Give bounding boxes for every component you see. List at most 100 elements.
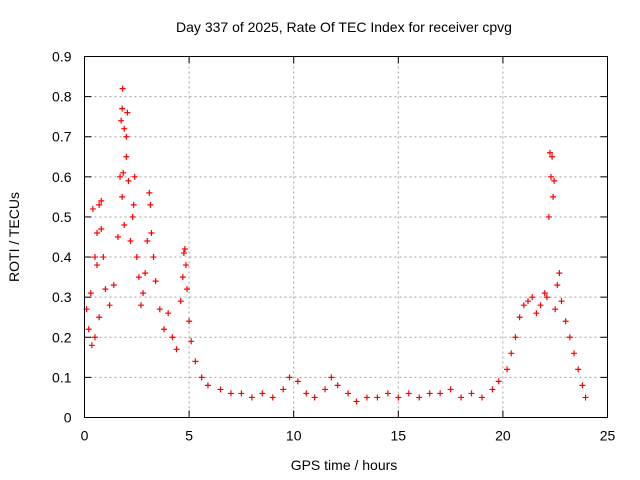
- data-point: [119, 193, 126, 200]
- x-axis-label: GPS time / hours: [291, 457, 398, 473]
- plot-frame: [84, 56, 608, 418]
- x-tick-label: 15: [391, 428, 407, 444]
- data-point: [550, 193, 557, 200]
- data-point: [85, 326, 92, 333]
- x-tick-label: 10: [286, 428, 302, 444]
- grid-lines: [84, 56, 608, 418]
- data-point: [543, 294, 550, 301]
- data-point: [468, 390, 475, 397]
- y-tick-label: 0.6: [52, 169, 72, 185]
- data-point: [156, 306, 163, 313]
- y-tick-label: 0.2: [52, 329, 72, 345]
- data-point: [177, 298, 184, 305]
- data-point: [114, 234, 121, 240]
- data-point: [135, 274, 142, 281]
- data-point: [269, 394, 276, 401]
- data-point: [529, 294, 536, 301]
- data-point: [98, 197, 105, 204]
- data-point: [395, 394, 402, 401]
- data-point: [121, 221, 128, 228]
- data-point: [345, 390, 352, 397]
- data-point: [184, 286, 191, 293]
- y-tick-label: 0.5: [52, 209, 72, 225]
- data-point: [571, 350, 578, 357]
- y-tick-label: 0: [64, 410, 72, 426]
- data-point: [100, 254, 107, 261]
- axis-ticks: 0 5 10 15 20 25 0 0.1 0.2 0.3 0.4 0.5 0.6 0.7 0.8 0.9: [52, 49, 615, 444]
- data-point: [181, 246, 188, 253]
- y-tick-label: 0.9: [52, 49, 72, 65]
- data-point: [147, 201, 154, 208]
- data-point: [98, 225, 105, 232]
- data-point: [131, 173, 138, 180]
- data-point: [525, 298, 532, 305]
- data-point: [286, 374, 293, 381]
- data-point: [146, 189, 153, 196]
- data-point: [118, 117, 125, 124]
- data-point: [169, 334, 176, 341]
- data-point: [546, 149, 553, 156]
- data-point: [447, 386, 454, 393]
- data-point: [127, 238, 134, 245]
- chart-title: Day 337 of 2025, Rate Of TEC Index for r…: [176, 19, 512, 35]
- data-point: [495, 378, 502, 385]
- data-point: [94, 229, 101, 236]
- data-point: [106, 302, 113, 309]
- data-point: [533, 310, 540, 317]
- data-point: [520, 302, 527, 309]
- y-tick-label: 0.7: [52, 129, 72, 145]
- data-point: [125, 177, 132, 184]
- data-point: [91, 254, 98, 261]
- data-point: [129, 213, 136, 220]
- data-point: [248, 394, 255, 401]
- data-point: [198, 374, 205, 381]
- data-point: [152, 278, 159, 285]
- data-point: [119, 85, 126, 92]
- data-point: [363, 394, 370, 401]
- x-tick-label: 0: [81, 428, 89, 444]
- data-point: [121, 125, 128, 132]
- data-point: [537, 302, 544, 309]
- data-point: [123, 153, 130, 160]
- data-point: [102, 286, 109, 293]
- data-point: [259, 390, 266, 397]
- data-point: [179, 274, 186, 281]
- data-point: [294, 378, 301, 385]
- x-tick-label: 5: [185, 428, 193, 444]
- data-point: [91, 334, 98, 341]
- data-point: [426, 390, 433, 397]
- data-point: [504, 366, 511, 373]
- data-point: [311, 394, 318, 401]
- y-tick-label: 0.4: [52, 249, 72, 265]
- data-point: [548, 173, 555, 180]
- data-point: [328, 374, 335, 381]
- data-point: [117, 173, 124, 180]
- data-point: [512, 334, 519, 341]
- data-point: [150, 254, 157, 261]
- data-point: [94, 262, 101, 269]
- data-point: [280, 386, 287, 393]
- data-point: [384, 390, 391, 397]
- data-point: [575, 366, 582, 373]
- data-point: [516, 314, 523, 321]
- data-point: [123, 133, 130, 140]
- data-point: [405, 390, 412, 397]
- y-tick-label: 0.3: [52, 289, 72, 305]
- data-point: [508, 350, 515, 357]
- data-point: [140, 290, 147, 297]
- data-point: [489, 386, 496, 393]
- data-point: [322, 386, 329, 393]
- data-point: [238, 390, 245, 397]
- data-point: [558, 298, 565, 305]
- data-point: [89, 205, 96, 212]
- data-point: [120, 169, 127, 176]
- data-point: [119, 105, 126, 112]
- data-point: [160, 326, 167, 333]
- data-point: [562, 318, 569, 325]
- data-point: [582, 394, 589, 401]
- data-point: [303, 390, 310, 397]
- data-point: [96, 201, 103, 208]
- data-point: [192, 358, 199, 365]
- data-point: [437, 390, 444, 397]
